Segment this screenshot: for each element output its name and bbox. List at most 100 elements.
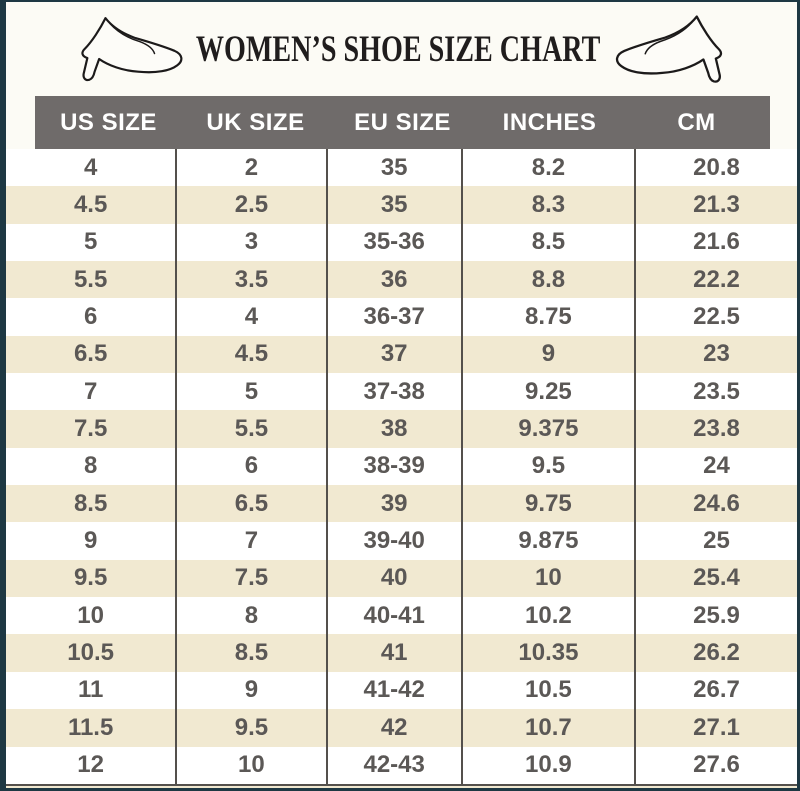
table-cell: 5 xyxy=(83,228,98,256)
table-cell: 6 xyxy=(83,303,98,331)
table-cell: 9.5 xyxy=(175,709,325,747)
table-cell: 25.4 xyxy=(634,559,797,598)
table-cell: 2.5 xyxy=(175,186,325,224)
table-row: 12 10 42-43 10.9 27.6 xyxy=(6,746,797,784)
table-cell: 41 xyxy=(325,634,461,672)
table-cell: 35 xyxy=(325,186,461,224)
table-cell: 40 xyxy=(325,559,461,598)
table-cell: 22.2 xyxy=(634,261,797,299)
table-cell: 7.5 xyxy=(73,415,108,443)
table-cell: 3 xyxy=(175,223,325,262)
table-cell: 26.2 xyxy=(634,634,797,672)
table-cell: 2 xyxy=(175,149,325,187)
table-cell: 20.8 xyxy=(634,149,797,187)
high-heel-icon-left xyxy=(80,17,182,82)
table-cell: 7 xyxy=(83,377,98,405)
table-cell: 41-42 xyxy=(325,671,461,710)
column-header: UK SIZE xyxy=(206,108,305,136)
table-cell: 9 xyxy=(175,671,325,710)
table-cell: 9.25 xyxy=(460,373,634,411)
table-cell: 10.2 xyxy=(460,597,634,635)
column-header: CM xyxy=(677,108,716,136)
table-cell: 10.7 xyxy=(460,709,634,747)
table-row: 4.5 2.5 35 8.3 21.3 xyxy=(6,186,797,224)
table-row: 7 5 37-38 9.25 23.5 xyxy=(6,373,797,411)
table-cell: 25.9 xyxy=(634,597,797,635)
table-cell: 27.6 xyxy=(634,746,797,784)
table-body: 4 2 35 8.2 20.8 4.5 2.5 35 8.3 21.3 5 3 35-36 8.5 21.6… xyxy=(6,149,797,786)
table-cell: 8 xyxy=(83,452,98,480)
table-cell: 38-39 xyxy=(325,447,461,486)
table-cell: 10.5 xyxy=(67,639,114,667)
table-cell: 6.5 xyxy=(175,485,325,523)
table-row: 8.5 6.5 39 9.75 24.6 xyxy=(6,485,797,523)
table-cell: 10.5 xyxy=(460,671,634,710)
title-bar: WOMEN’S SHOE SIZE CHART xyxy=(6,2,797,96)
page-title: WOMEN’S SHOE SIZE CHART xyxy=(196,28,601,70)
table-cell: 9.75 xyxy=(460,485,634,523)
table-cell: 7 xyxy=(175,522,325,560)
table-cell: 27.1 xyxy=(634,709,797,747)
table-cell: 9.5 xyxy=(73,564,108,592)
table-cell: 42 xyxy=(325,709,461,747)
table-cell: 42-43 xyxy=(325,746,461,784)
table-cell: 10.9 xyxy=(460,746,634,784)
table-cell: 4.5 xyxy=(73,191,108,219)
table-cell: 40-41 xyxy=(325,597,461,635)
table-cell: 23.8 xyxy=(634,410,797,448)
column-header: EU SIZE xyxy=(354,108,451,136)
table-cell: 4 xyxy=(175,298,325,336)
table-cell: 6 xyxy=(175,447,325,486)
table-cell: 11 xyxy=(77,676,104,704)
title-wrap: WOMEN’S SHOE SIZE CHART xyxy=(196,28,600,71)
table-row: 8 6 38-39 9.5 24 xyxy=(6,447,797,486)
table-cell: 9.5 xyxy=(460,447,634,486)
table-row: 9 7 39-40 9.875 25 xyxy=(6,522,797,560)
table-cell: 8.5 xyxy=(175,634,325,672)
table-cell: 10.35 xyxy=(460,634,634,672)
table-cell: 5.5 xyxy=(175,410,325,448)
table-cell: 23.5 xyxy=(634,373,797,411)
table-cell: 39-40 xyxy=(325,522,461,560)
table-row: 10.5 8.5 41 10.35 26.2 xyxy=(6,634,797,672)
table-cell: 9.375 xyxy=(460,410,634,448)
table-header: US SIZE UK SIZE EU SIZE INCHES CM xyxy=(35,96,770,149)
table-cell: 35 xyxy=(325,149,461,187)
table-cell: 38 xyxy=(325,410,461,448)
table-row: 4 2 35 8.2 20.8 xyxy=(6,149,797,187)
table-cell: 39 xyxy=(325,485,461,523)
table-cell: 36-37 xyxy=(325,298,461,336)
table-cell: 3.5 xyxy=(175,261,325,299)
table-cell: 26.7 xyxy=(634,671,797,710)
table-cell: 21.6 xyxy=(634,223,797,262)
table-cell: 11.5 xyxy=(67,713,114,741)
table-cell: 4.5 xyxy=(175,335,325,374)
size-chart-table: US SIZE UK SIZE EU SIZE INCHES CM 4 2 35 8.2 20.… xyxy=(6,96,797,788)
table-cell: 7.5 xyxy=(175,559,325,598)
table-cell: 23 xyxy=(634,335,797,374)
column-header: INCHES xyxy=(502,108,597,136)
table-cell: 25 xyxy=(634,522,797,560)
table-cell: 8.2 xyxy=(460,149,634,187)
table-cell: 10 xyxy=(175,746,325,784)
bottom-strip xyxy=(6,785,797,788)
table-cell: 37-38 xyxy=(325,373,461,411)
table-cell: 8.3 xyxy=(460,186,634,224)
table-cell: 4 xyxy=(83,153,98,181)
table-cell: 24 xyxy=(634,447,797,486)
table-row: 7.5 5.5 38 9.375 23.8 xyxy=(6,410,797,448)
table-cell: 8.75 xyxy=(460,298,634,336)
table-cell: 9 xyxy=(460,335,634,374)
column-header: US SIZE xyxy=(60,108,157,136)
table-cell: 8.8 xyxy=(460,261,634,299)
table-cell: 21.3 xyxy=(634,186,797,224)
high-heel-icon-right xyxy=(615,15,722,83)
table-row: 11 9 41-42 10.5 26.7 xyxy=(6,671,797,710)
table-cell: 22.5 xyxy=(634,298,797,336)
table-cell: 12 xyxy=(77,751,104,779)
table-cell: 8.5 xyxy=(73,489,108,517)
table-cell: 5.5 xyxy=(73,265,108,293)
table-row: 11.5 9.5 42 10.7 27.1 xyxy=(6,709,797,747)
table-cell: 6.5 xyxy=(73,340,108,368)
table-cell: 35-36 xyxy=(325,223,461,262)
